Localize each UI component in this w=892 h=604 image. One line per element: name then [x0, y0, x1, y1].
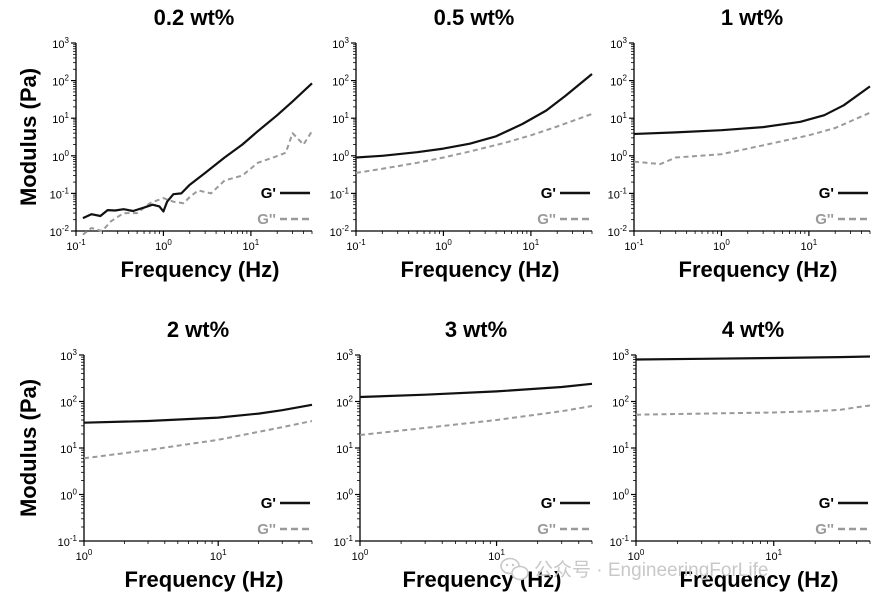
series-line-g-prime	[635, 355, 871, 361]
y-tick-label: 10-1	[58, 534, 78, 549]
x-tick-label: 101	[801, 238, 818, 253]
x-tick-label: 100	[435, 238, 452, 253]
series-line-g-prime	[633, 85, 871, 136]
x-tick-label: 100	[155, 238, 172, 253]
legend-label-g-double-prime: G''	[815, 211, 834, 228]
legend-label-g-double-prime: G''	[257, 211, 276, 228]
x-tick-label: 101	[210, 548, 227, 563]
y-axis-label: Modulus (Pa)	[16, 68, 41, 206]
series-line-g-double-prime	[355, 112, 593, 174]
y-axis-label: Modulus (Pa)	[16, 379, 41, 517]
y-tick-label: 101	[610, 111, 627, 126]
y-tick-label: 103	[60, 348, 77, 363]
x-tick-label: 101	[523, 238, 540, 253]
legend-label-g-prime: G'	[541, 495, 556, 512]
y-tick-label: 10-1	[334, 534, 354, 549]
x-tick-label: 10-1	[624, 238, 644, 253]
watermark-text: 公众号 · EngineeringForLife	[534, 559, 768, 581]
y-tick-label: 10-1	[50, 186, 70, 201]
y-tick-label: 102	[52, 74, 69, 89]
series-line-g-prime	[355, 73, 593, 159]
legend-label-g-double-prime: G''	[537, 211, 556, 228]
y-tick-label: 10-1	[330, 186, 350, 201]
panel-title: 1 wt%	[721, 5, 783, 30]
panel-title: 4 wt%	[722, 317, 784, 342]
x-axis-label: Frequency (Hz)	[403, 567, 562, 592]
x-axis-label: Frequency (Hz)	[680, 567, 839, 592]
legend-label-g-double-prime: G''	[537, 521, 556, 538]
y-tick-label: 103	[332, 36, 349, 51]
panel-title: 2 wt%	[167, 317, 229, 342]
y-tick-label: 10-1	[610, 534, 630, 549]
watermark: 公众号 · EngineeringForLife	[500, 557, 768, 581]
y-tick-label: 100	[612, 488, 629, 503]
series-line-g-prime	[82, 82, 313, 220]
legend-label-g-prime: G'	[819, 185, 834, 202]
panel-title: 3 wt%	[445, 317, 507, 342]
y-tick-label: 101	[60, 441, 77, 456]
x-tick-label: 100	[713, 238, 730, 253]
y-tick-label: 10-2	[330, 224, 350, 239]
y-tick-label: 10-2	[608, 224, 628, 239]
legend-label-g-double-prime: G''	[815, 521, 834, 538]
x-tick-label: 100	[76, 548, 93, 563]
series-line-g-double-prime	[82, 130, 313, 236]
y-tick-label: 101	[336, 441, 353, 456]
y-tick-label: 103	[612, 348, 629, 363]
y-tick-label: 102	[610, 74, 627, 89]
x-tick-label: 100	[352, 548, 369, 563]
x-axis-label: Frequency (Hz)	[121, 257, 280, 282]
y-tick-label: 100	[610, 149, 627, 164]
y-tick-label: 100	[60, 488, 77, 503]
x-tick-label: 101	[243, 238, 260, 253]
x-axis-label: Frequency (Hz)	[401, 257, 560, 282]
y-tick-label: 101	[332, 111, 349, 126]
x-tick-label: 10-1	[66, 238, 86, 253]
series-line-g-prime	[359, 382, 593, 399]
series-line-g-double-prime	[633, 111, 871, 166]
y-tick-label: 100	[52, 149, 69, 164]
legend-label-g-prime: G'	[541, 185, 556, 202]
x-axis-label: Frequency (Hz)	[125, 567, 284, 592]
legend-label-g-double-prime: G''	[257, 521, 276, 538]
y-tick-label: 102	[612, 395, 629, 410]
y-tick-label: 101	[52, 111, 69, 126]
x-tick-label: 10-1	[346, 238, 366, 253]
wechat-icon	[500, 557, 529, 581]
y-tick-label: 100	[336, 488, 353, 503]
y-tick-label: 102	[336, 395, 353, 410]
x-axis-label: Frequency (Hz)	[679, 257, 838, 282]
y-tick-label: 10-2	[50, 224, 70, 239]
y-tick-label: 103	[52, 36, 69, 51]
y-tick-label: 100	[332, 149, 349, 164]
x-tick-label: 101	[765, 548, 782, 563]
x-tick-label: 101	[488, 548, 505, 563]
panel-title: 0.2 wt%	[154, 5, 235, 30]
y-tick-label: 102	[60, 395, 77, 410]
series-line-g-double-prime	[635, 404, 871, 416]
x-tick-label: 100	[628, 548, 645, 563]
y-tick-label: 101	[612, 441, 629, 456]
y-tick-label: 102	[332, 74, 349, 89]
y-tick-label: 103	[610, 36, 627, 51]
series-line-g-double-prime	[83, 420, 313, 460]
series-line-g-prime	[83, 403, 313, 424]
y-tick-label: 10-1	[608, 186, 628, 201]
series-line-g-double-prime	[359, 405, 593, 436]
panel-title: 0.5 wt%	[434, 5, 515, 30]
legend-label-g-prime: G'	[261, 185, 276, 202]
legend-label-g-prime: G'	[819, 495, 834, 512]
y-tick-label: 103	[336, 348, 353, 363]
legend-label-g-prime: G'	[261, 495, 276, 512]
